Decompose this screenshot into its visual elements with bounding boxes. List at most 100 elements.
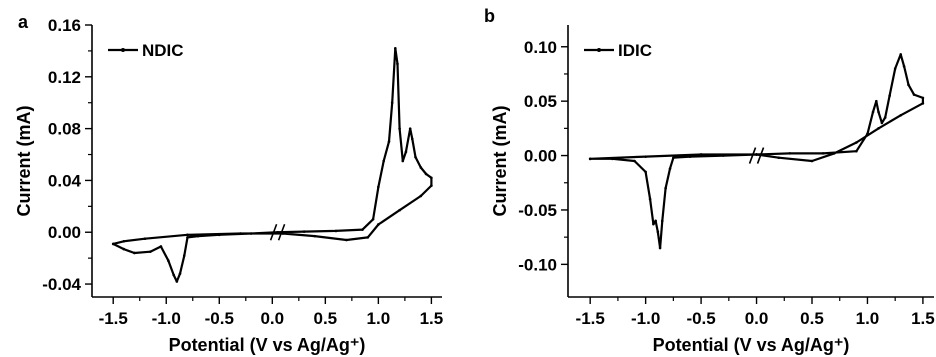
x-tick-label: 1.5: [911, 309, 935, 328]
data-point: [133, 252, 136, 255]
data-point: [186, 236, 189, 239]
data-point: [633, 160, 636, 163]
data-point: [672, 156, 675, 159]
data-point: [414, 156, 417, 159]
x-tick-label: 1.0: [856, 309, 880, 328]
data-point: [411, 138, 414, 141]
data-point: [907, 84, 910, 87]
data-point: [644, 155, 647, 158]
data-point: [611, 158, 614, 161]
data-point: [877, 111, 880, 114]
data-point: [430, 184, 433, 187]
data-point: [160, 245, 163, 248]
data-point: [894, 67, 897, 70]
data-point: [899, 114, 902, 117]
x-tick-label: -1.5: [99, 309, 128, 328]
data-point: [913, 93, 916, 96]
data-point: [903, 65, 906, 68]
data-point: [401, 160, 404, 163]
x-tick-label: -0.5: [205, 309, 234, 328]
data-point: [382, 160, 385, 163]
data-point: [872, 111, 875, 114]
chart-panel-b: -1.5 -1.0 -0.5 0.0 0.5 1.0 1.5 -0.10 -0.05 0.00 0.…: [468, 0, 936, 357]
y-tick-label: 0.00: [524, 147, 557, 166]
data-point: [396, 63, 399, 66]
data-point: [197, 235, 200, 238]
panel-letter: b: [484, 6, 495, 26]
data-point: [398, 209, 401, 212]
data-point: [722, 154, 725, 157]
y-tick-label: 0.05: [524, 92, 557, 111]
x-tick-label: 0.5: [800, 309, 824, 328]
data-point: [398, 127, 401, 130]
data-point: [644, 171, 647, 174]
x-axis-title: Potential (V vs Ag/Ag⁺): [169, 335, 366, 355]
data-point: [661, 220, 664, 223]
data-point: [179, 272, 182, 275]
data-point: [377, 223, 380, 226]
data-point: [366, 236, 369, 239]
x-tick-label: 1.0: [367, 309, 391, 328]
data-point: [303, 230, 306, 233]
data-point: [167, 259, 170, 262]
data-point: [250, 232, 253, 235]
x-tick-label: -1.0: [152, 309, 181, 328]
x-tick-label: -1.5: [576, 309, 605, 328]
x-tick-label: 0.0: [745, 309, 769, 328]
legend-label: IDIC: [618, 41, 652, 60]
data-point: [789, 152, 792, 155]
data-point: [388, 140, 391, 143]
legend-marker: [597, 48, 601, 52]
data-point: [123, 240, 126, 243]
data-point: [144, 237, 147, 240]
data-point: [669, 167, 672, 170]
data-point: [659, 247, 662, 250]
data-point: [922, 102, 925, 105]
data-point: [394, 47, 397, 50]
data-point: [888, 94, 891, 97]
data-point: [377, 186, 380, 189]
data-point: [409, 127, 412, 130]
y-tick-label: -0.05: [518, 201, 557, 220]
data-point: [922, 97, 925, 100]
y-tick-label: 0.12: [48, 68, 81, 87]
data-point: [313, 235, 316, 238]
data-point: [855, 141, 858, 144]
data-point: [881, 122, 884, 125]
data-point: [822, 152, 825, 155]
data-point: [372, 218, 375, 221]
data-point: [425, 173, 428, 176]
data-point: [654, 220, 657, 223]
data-point: [855, 150, 858, 153]
y-axis-title: Current (mA): [490, 105, 510, 216]
data-point: [899, 53, 902, 56]
data-point: [700, 153, 703, 156]
legend-marker: [121, 48, 125, 52]
y-tick-label: -0.10: [518, 255, 557, 274]
x-tick-label: -0.5: [686, 309, 715, 328]
data-point: [664, 187, 667, 190]
data-point: [218, 234, 221, 237]
data-point: [405, 151, 408, 154]
y-tick-label: 0.08: [48, 120, 81, 139]
data-point: [419, 195, 422, 198]
y-tick-label: 0.16: [48, 16, 81, 35]
data-point: [276, 231, 279, 234]
data-point: [689, 155, 692, 158]
data-point: [112, 243, 115, 246]
data-point: [833, 152, 836, 155]
y-tick-label: 0.04: [48, 171, 82, 190]
chart-panel-a: -1.5 -1.0 -0.5 0.0 0.5 1.0 1.5 -0.04 0.00 0.04 0.0…: [0, 0, 468, 357]
data-point: [652, 223, 655, 226]
data-point: [123, 248, 126, 251]
x-tick-label: 1.5: [420, 309, 444, 328]
data-point: [361, 228, 364, 231]
data-point: [172, 274, 175, 277]
series-line-1: [590, 54, 923, 248]
data-point: [419, 166, 422, 169]
data-point: [149, 250, 152, 253]
data-point: [866, 133, 869, 136]
data-point: [430, 177, 433, 180]
data-point: [811, 160, 814, 163]
